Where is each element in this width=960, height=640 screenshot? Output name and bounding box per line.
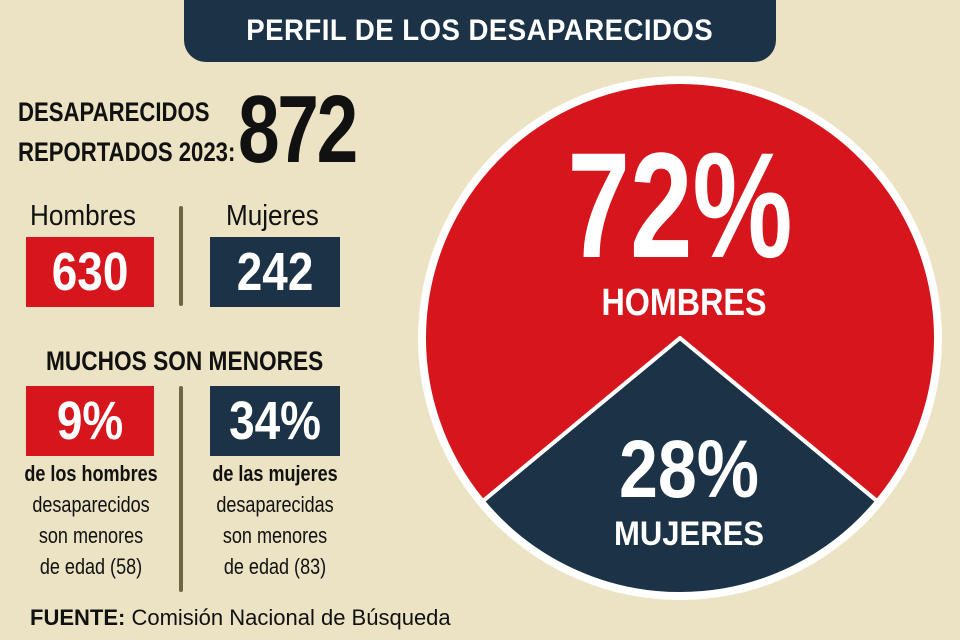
pie-slice-hombres <box>422 80 938 504</box>
pie-labels: 72% HOMBRES 28% MUJERES <box>568 121 793 553</box>
pie-slice-mujeres <box>480 336 880 596</box>
title-banner: PERFIL DE LOS DESAPARECIDOS <box>184 0 776 62</box>
men-note-line1: de los hombres <box>24 461 158 486</box>
source-note: FUENTE: Comisión Nacional de Búsqueda <box>30 604 451 632</box>
total-label-line1: DESAPARECIDOS <box>18 97 210 127</box>
men-note-line2: desaparecidos <box>32 492 150 517</box>
slice-percent-hombres: 72% <box>568 121 793 289</box>
total-label-line2: REPORTADOS 2023: <box>18 137 236 167</box>
divider-top <box>179 206 183 306</box>
men-count-box: 630 <box>26 237 154 307</box>
page-title: PERFIL DE LOS DESAPARECIDOS <box>246 14 714 47</box>
source-text: Comisión Nacional de Búsqueda <box>131 605 451 630</box>
total-label: DESAPARECIDOS REPORTADOS 2023: <box>18 92 236 172</box>
women-label: Mujeres <box>226 200 319 232</box>
women-minors-note: de las mujeres desaparecidas son menores… <box>205 458 344 582</box>
women-note-line3: son menores <box>222 523 328 548</box>
slice-label-mujeres: MUJERES <box>614 515 764 553</box>
women-note-line1: de las mujeres <box>212 461 338 486</box>
men-minors-note: de los hombres desaparecidos son menores… <box>23 458 159 582</box>
men-minors-percent: 9% <box>56 391 124 451</box>
men-note-line4: de edad (58) <box>39 554 143 579</box>
source-label: FUENTE: <box>30 605 126 630</box>
women-minors-box: 34% <box>210 386 340 456</box>
pie-slices <box>422 80 938 596</box>
slice-percent-mujeres: 28% <box>619 424 759 515</box>
women-count-box: 242 <box>210 237 340 307</box>
women-count: 242 <box>236 242 314 302</box>
women-note-line2: desaparecidas <box>216 492 334 517</box>
minors-heading: MUCHOS SON MENORES <box>46 346 324 376</box>
men-count: 630 <box>51 242 129 302</box>
slice-label-hombres: HOMBRES <box>602 282 767 324</box>
men-label: Hombres <box>30 200 136 232</box>
total-value: 872 <box>238 76 358 183</box>
men-minors-box: 9% <box>26 386 154 456</box>
women-note-line4: de edad (83) <box>223 554 327 579</box>
women-minors-percent: 34% <box>229 391 321 451</box>
divider-bottom <box>179 386 183 592</box>
men-note-line3: son menores <box>38 523 144 548</box>
